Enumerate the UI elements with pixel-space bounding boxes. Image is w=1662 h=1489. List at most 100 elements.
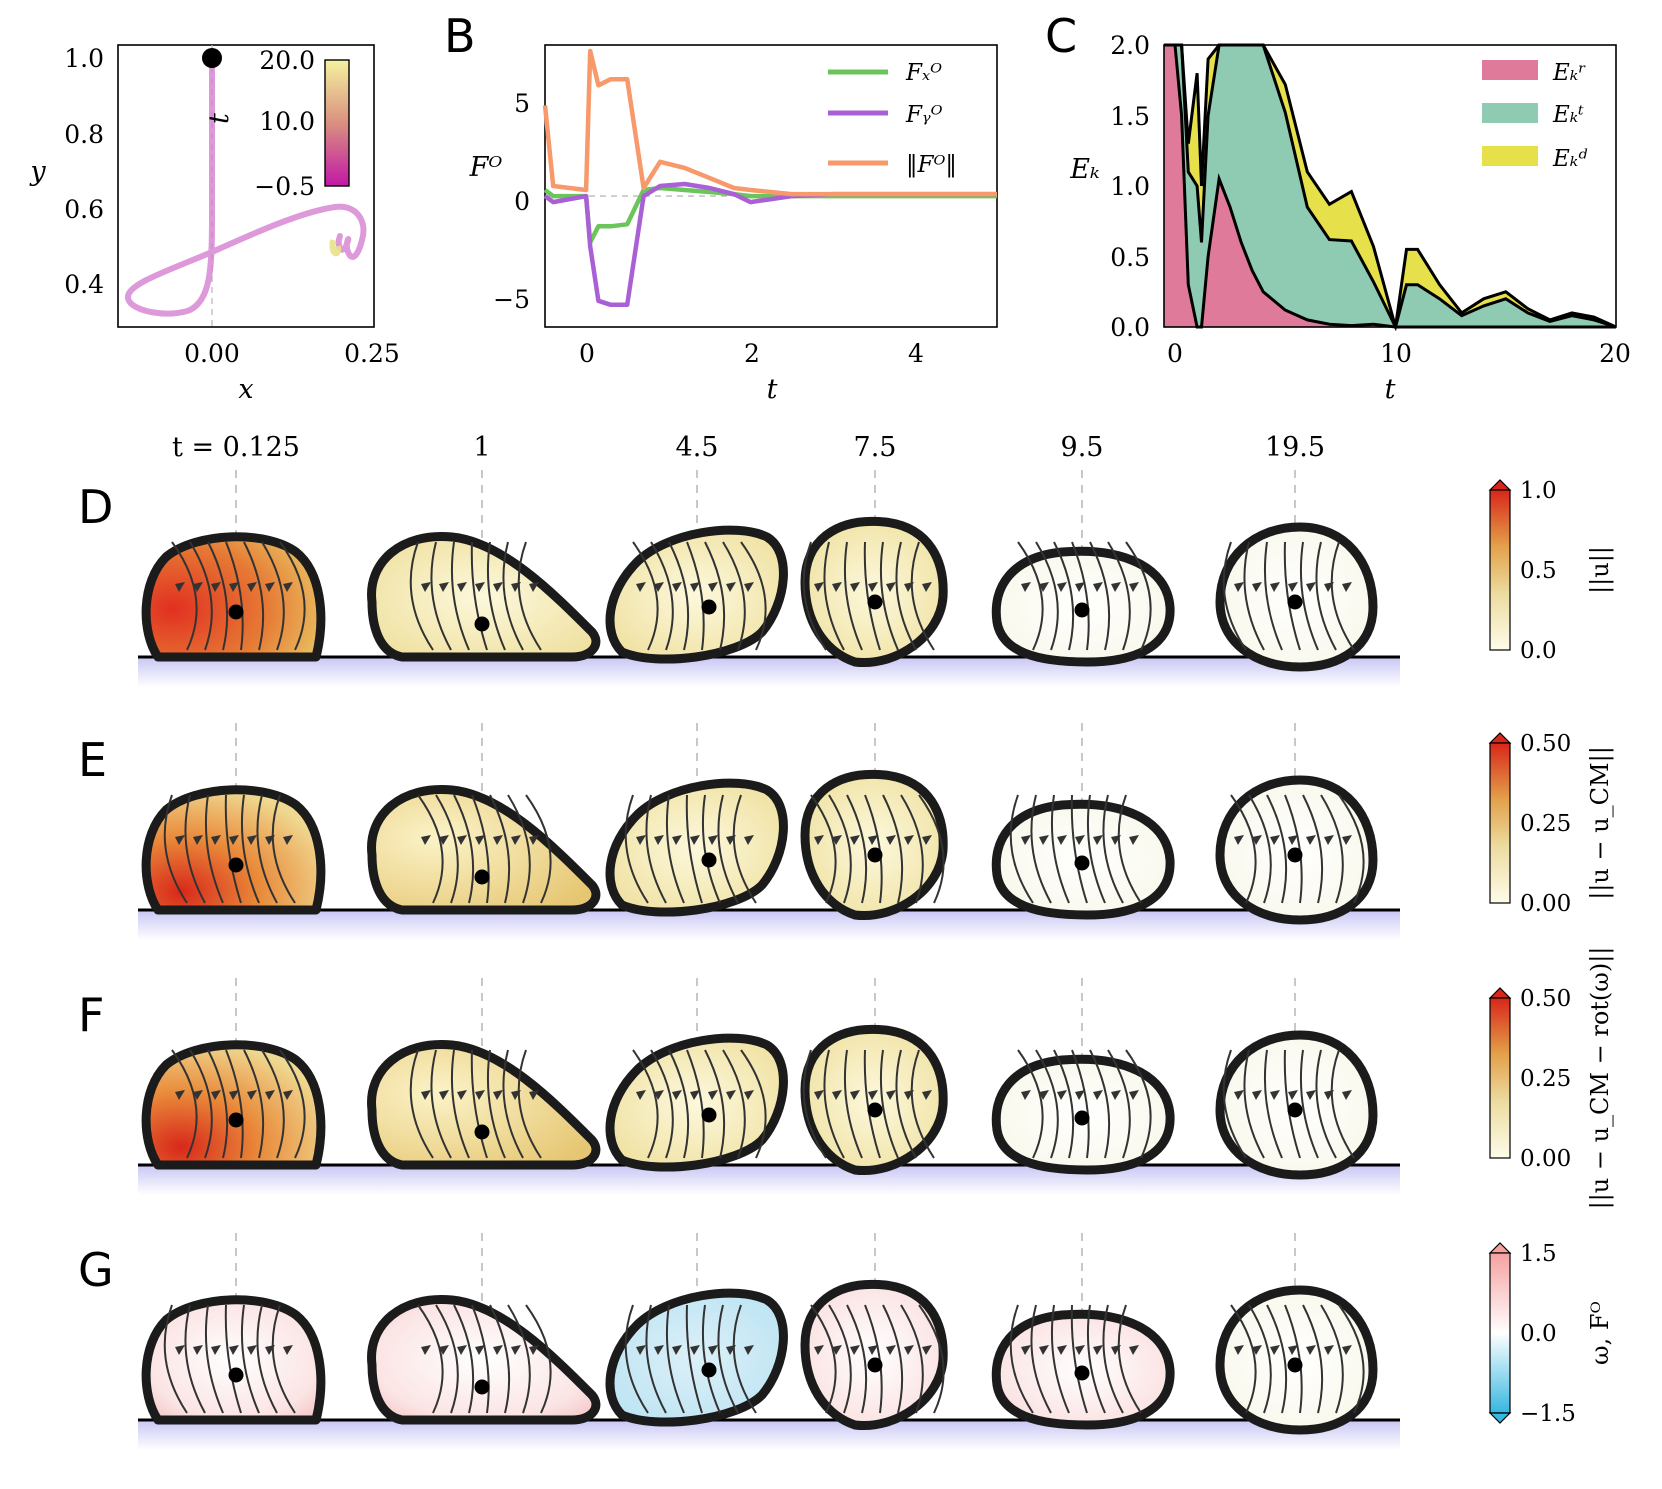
centroid-dot [701,1107,717,1123]
streamline [895,1049,917,1159]
stream-arrow [439,1090,449,1100]
row-e: E 0.50 0.25 0.00 ||u − u_CM|| [78,723,1615,940]
row-label-g: G [78,1243,114,1297]
start-point [202,48,222,68]
centroid-dot [701,1362,717,1378]
stream-arrow [850,835,860,845]
stream-arrow [904,835,914,845]
cell-body [800,1024,948,1176]
cell-g-4 [991,1233,1175,1430]
colorbar-tick: 1.5 [1520,1241,1557,1267]
stream-arrow [193,1090,203,1100]
stream-arrow [690,582,700,592]
cell-g-1 [367,1233,601,1425]
b-xtick-0: 0 [579,339,595,368]
a-ytick-1: 0.6 [64,195,104,224]
stream-arrow [439,835,449,845]
streamlines [1009,794,1142,904]
streamline [1107,541,1131,651]
streamline [843,541,863,651]
colorbar-extend-top [1488,479,1512,491]
panel-b-label: B [444,9,476,63]
stream-arrow [814,1345,824,1355]
stream-arrow [636,835,646,845]
streamline [686,541,705,651]
streamline [525,794,552,904]
stream-arrow [457,1345,467,1355]
stream-arrow [744,582,754,592]
stream-arrow [672,582,682,592]
cell-f-2 [605,978,788,1172]
stream-arrow [211,1345,221,1355]
stream-arrow [654,1345,664,1355]
time-5: 19.5 [1265,432,1325,463]
stream-arrow [283,582,293,592]
stream-arrow [529,1345,539,1355]
row-label-d: D [78,480,113,534]
stream-arrow [283,835,293,845]
cell-body [367,1294,601,1425]
streamlines [163,794,296,904]
streamline [224,794,242,904]
streamline [1102,794,1124,904]
cell-e-1 [367,723,601,915]
streamlines [1222,1049,1355,1159]
row-g: G 1.5 0.0 −1.5 ω, Fᴼ [78,1233,1614,1450]
stream-arrow [211,582,221,592]
stream-arrow [247,835,257,845]
colorbar-f [1489,997,1511,1159]
streamline [1248,1304,1272,1414]
streamline [517,541,542,651]
centroid-dot [701,599,717,615]
stream-arrow [1075,1090,1085,1100]
streamline [163,1304,188,1414]
stream-arrow [1342,1090,1352,1100]
streamline [704,541,726,651]
streamline [1030,794,1052,904]
centroid-dot [867,847,883,863]
cell-body [367,531,601,662]
c-ytick-0: 2.0 [1110,31,1150,60]
streamlines [163,1304,296,1414]
stream-arrow [690,835,700,845]
streamline [624,1304,649,1414]
stream-arrow [886,835,896,845]
cell-f-1 [367,978,601,1170]
time-4: 9.5 [1061,432,1104,463]
stream-arrow [1234,1345,1244,1355]
streamline [1338,794,1365,904]
cell-f-4 [991,978,1175,1175]
streamline [665,794,685,904]
c-area-2 [1164,45,1616,327]
c-legend-0: Eₖʳ [1552,60,1586,86]
streamline [1222,1049,1247,1159]
centroid-dot [1287,1102,1303,1118]
panel-b: B 5 0 −5 0 2 4 t Fᴼ Fₓᴼ Fᵧᴼ ‖Fᴼ‖ [444,9,998,405]
cell-g-5 [1215,1233,1378,1435]
cell-body [141,1040,326,1170]
stream-arrow [1129,1090,1139,1100]
centroid-dot [228,604,244,620]
stream-arrow [1093,1345,1103,1355]
streamline [430,541,452,651]
stream-arrow [1270,1090,1280,1100]
streamline [910,1049,935,1159]
streamline [802,541,827,651]
cell-d-1 [367,470,601,662]
b-series-2 [542,48,997,197]
cell-e-0 [141,723,326,915]
streamline [279,541,306,651]
b-ytick-0: 5 [514,89,530,118]
stream-arrow [636,1345,646,1355]
stream-arrow [265,582,275,592]
panel-a: 20.0 10.0 −0.5 t 1.0 0.8 0.6 0.4 0.00 0.… [29,44,399,405]
streamline [624,794,649,904]
centroid-dot [1287,847,1303,863]
c-ytick-4: 0.0 [1110,313,1150,342]
streamline [471,794,490,904]
centroid-dot [228,1112,244,1128]
centroid-dot [867,1357,883,1373]
c-ytick-2: 1.0 [1110,172,1150,201]
centroid-dot [228,857,244,873]
stream-arrow [1288,582,1298,592]
